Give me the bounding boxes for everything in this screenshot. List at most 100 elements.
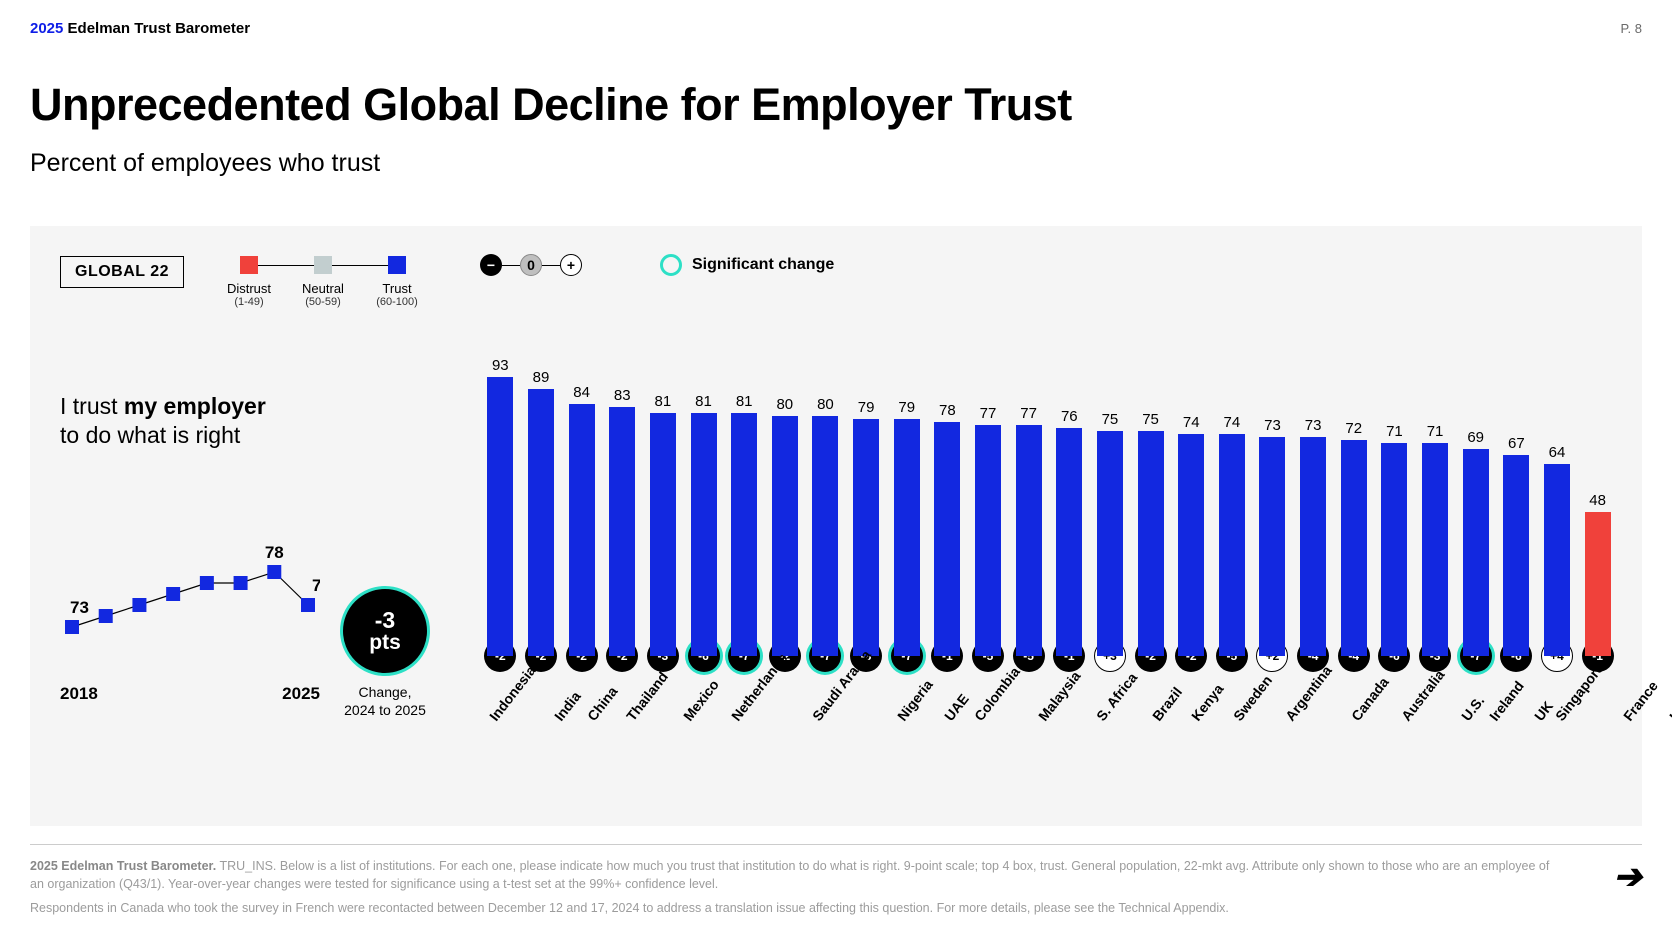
country-label: India [545, 682, 578, 698]
bar-value: 77 [1020, 405, 1037, 422]
global-box: GLOBAL 22 [60, 256, 184, 288]
bar-col: 89 [521, 369, 562, 656]
significant-legend: Significant change [660, 254, 834, 276]
country-label: Italy [1660, 682, 1672, 698]
bar [731, 413, 757, 656]
bar-col: 74 [1212, 414, 1253, 656]
bar-col: 79 [846, 399, 887, 656]
bar-value: 77 [980, 405, 997, 422]
bar-value: 71 [1386, 423, 1403, 440]
trend-line-chart: 737875 [60, 510, 320, 670]
country-label: Thailand [617, 682, 675, 698]
statement: I trust my employer to do what is right [60, 392, 460, 450]
bar-value: 74 [1224, 414, 1241, 431]
bar [1585, 512, 1611, 656]
minus-icon: − [480, 254, 502, 276]
legend-row: GLOBAL 22 Distrust(1-49)Neutral(50-59)Tr… [60, 256, 1612, 316]
bar-col: 71 [1415, 423, 1456, 656]
bar-col: 71 [1374, 423, 1415, 656]
country-label: Ireland [1480, 682, 1526, 698]
country-label: Argentina [1276, 682, 1341, 698]
next-arrow-icon[interactable]: ➔ [1614, 857, 1643, 897]
bar-value: 67 [1508, 435, 1525, 452]
global-change-badge: -3 pts [340, 586, 430, 676]
country-label: Nigeria [888, 682, 935, 698]
bar-value: 81 [736, 393, 753, 410]
bar-col: 73 [1293, 417, 1334, 656]
bar-col: 81 [643, 393, 684, 656]
bar-value: 80 [817, 396, 834, 413]
bar-col: 78 [927, 402, 968, 656]
bar-col: 77 [1008, 405, 1049, 656]
bar [1097, 431, 1123, 656]
bar-value: 73 [1305, 417, 1322, 434]
country-label: Malaysia [1029, 682, 1087, 698]
scale-item: Neutral(50-59) [286, 256, 360, 308]
svg-text:75: 75 [312, 576, 320, 595]
bar-col: 67 [1496, 435, 1537, 656]
brand-year: 2025 [30, 20, 63, 37]
bar-value: 71 [1427, 423, 1444, 440]
country-label: U.S. [1452, 682, 1479, 698]
country-label: Kenya [1182, 682, 1224, 698]
bar [1422, 443, 1448, 656]
scale-item: Distrust(1-49) [212, 256, 286, 308]
bar-col: 83 [602, 387, 643, 656]
bar-value: 64 [1549, 444, 1566, 461]
bar [569, 404, 595, 656]
svg-text:73: 73 [70, 598, 89, 617]
country-label: Netherlands [722, 682, 803, 698]
page-number: P. 8 [1621, 21, 1642, 36]
bar-col: 75 [1090, 411, 1131, 656]
bar-value: 93 [492, 357, 509, 374]
country-label: S. Africa [1087, 682, 1143, 698]
bar [894, 419, 920, 656]
bar-col: 76 [1049, 408, 1090, 656]
bar-col: 72 [1333, 420, 1374, 656]
labels-row: IndonesiaIndiaChinaThailandMexicoNetherl… [480, 682, 1618, 698]
bar [609, 407, 635, 656]
bar [1016, 425, 1042, 656]
bar-col: 69 [1455, 429, 1496, 656]
bar [528, 389, 554, 656]
bar-value: 75 [1142, 411, 1159, 428]
bar [975, 425, 1001, 656]
country-label: UAE [935, 682, 965, 698]
footnote-2: Respondents in Canada who took the surve… [30, 899, 1642, 917]
bar-col: 81 [724, 393, 765, 656]
global-change-caption: Change, 2024 to 2025 [330, 684, 440, 719]
sig-label: Significant change [692, 256, 834, 274]
bar-col: 73 [1252, 417, 1293, 656]
bar-value: 72 [1345, 420, 1362, 437]
bar-value: 48 [1589, 492, 1606, 509]
country-label: Indonesia [480, 682, 545, 698]
bar-col: 74 [1171, 414, 1212, 656]
year-end: 2025 [282, 684, 320, 704]
country-label: Mexico [674, 682, 721, 698]
zero-icon: 0 [520, 254, 542, 276]
bar [1178, 434, 1204, 656]
bar-col: 64 [1537, 444, 1578, 656]
bar-value: 81 [695, 393, 712, 410]
page-title: Unprecedented Global Decline for Employe… [30, 79, 1642, 131]
bar-col: 75 [1130, 411, 1171, 656]
country-label: Saudi Arabia [803, 682, 888, 698]
bar-col: 93 [480, 357, 521, 656]
country-label: France [1614, 682, 1660, 698]
bar-value: 74 [1183, 414, 1200, 431]
bar-value: 73 [1264, 417, 1281, 434]
chart-area: GLOBAL 22 Distrust(1-49)Neutral(50-59)Tr… [30, 226, 1642, 826]
bar-value: 79 [858, 399, 875, 416]
bar [650, 413, 676, 656]
footnote-1: 2025 Edelman Trust Barometer. TRU_INS. B… [30, 857, 1642, 893]
country-label: Canada [1342, 682, 1393, 698]
bar [1259, 437, 1285, 656]
change-legend: − 0 + [480, 254, 582, 276]
page-subtitle: Percent of employees who trust [30, 149, 1642, 178]
bar [1544, 464, 1570, 656]
country-label: Sweden [1224, 682, 1277, 698]
bar-col: 79 [886, 399, 927, 656]
global-change-unit: pts [369, 632, 401, 654]
bar-col: 80 [764, 396, 805, 656]
scale-item: Trust(60-100) [360, 256, 434, 308]
